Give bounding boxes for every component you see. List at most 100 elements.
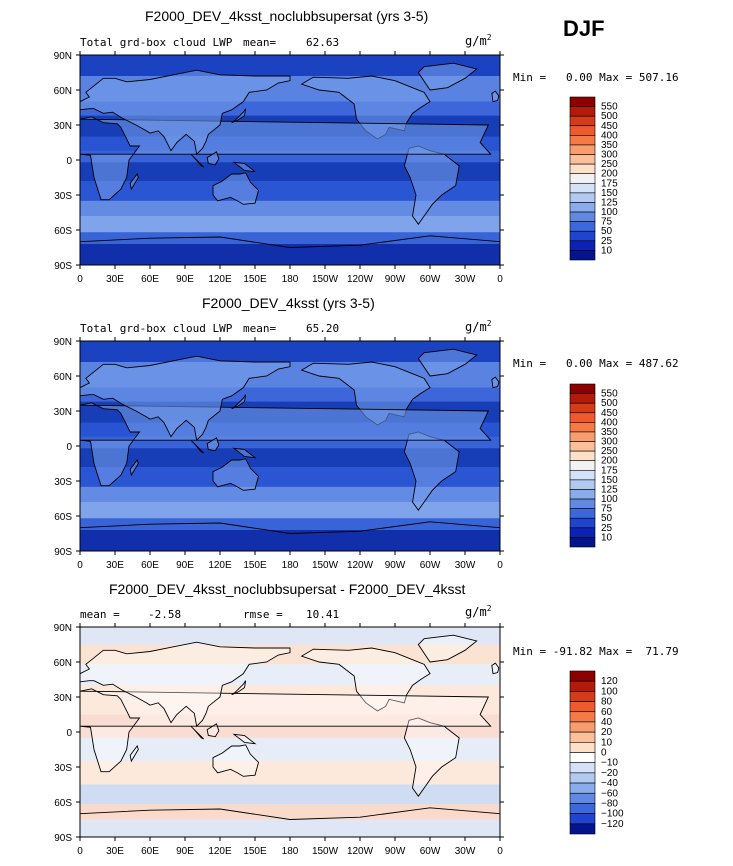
panel3-minmax: Min = -91.82 Max = 71.79 — [513, 645, 679, 658]
panel3-colorbar-label: −120 — [601, 819, 624, 830]
panel1-title: F2000_DEV_4ksst_noclubbsupersat (yrs 3-5… — [145, 8, 429, 24]
panel2-minmax: Min = 0.00 Max = 487.62 — [513, 357, 679, 370]
panel3-colorbar-cell — [569, 711, 596, 723]
panel1-coastline-australia — [212, 172, 260, 205]
panel2-colorbar-cell — [569, 479, 596, 490]
panel3-xtick-label: 150W — [312, 846, 339, 857]
panel2-colorbar-label: 25 — [601, 523, 613, 534]
panel3-colorbar-label: 80 — [601, 697, 613, 708]
panel3-mean-value: -2.58 — [148, 608, 182, 621]
panel3-coastline-new-guinea — [232, 733, 257, 745]
panel2-xtick-label: 120E — [208, 560, 232, 571]
panel3-contour-band — [80, 737, 500, 762]
panel2-colorbar-cell — [569, 527, 596, 538]
panel1-colorbar-label: 10 — [601, 245, 613, 256]
panel3-xtick-label: 180 — [282, 846, 299, 857]
panel1-colorbar-label: 300 — [601, 150, 618, 161]
panel1-colorbar-cell — [569, 211, 596, 222]
panel2-contour-band — [80, 448, 500, 467]
panel2-colorbar-cell — [569, 469, 596, 481]
panel1-colorbar-cell — [569, 240, 596, 251]
panel1-colorbar-cell — [569, 96, 596, 107]
panel3-rmse-label: rmse = — [243, 608, 283, 621]
panel3-contour-band — [80, 804, 500, 820]
panel2-colorbar-label: 550 — [601, 389, 618, 400]
panel3-ytick-label: 90N — [54, 623, 72, 634]
panel2-colorbar-label: 300 — [601, 437, 618, 448]
panel1-colorbar-cell — [569, 202, 596, 213]
panel3-colorbar-cell — [569, 813, 596, 825]
panel1-colorbar-cell — [569, 154, 596, 165]
panel2-xtick-label: 150W — [312, 560, 339, 571]
season-label: DJF — [563, 16, 605, 41]
panel2-colorbar-label: 75 — [601, 504, 613, 515]
panel2-ytick-label: 60S — [54, 512, 72, 523]
panel1-colorbar-cell — [569, 135, 596, 146]
panel1-xtick-label: 120W — [347, 274, 374, 285]
panel2-coastline-new-guinea — [232, 447, 257, 459]
panel1-colorbar-label: 500 — [601, 111, 618, 122]
panel3-xtick-label: 0 — [497, 846, 503, 857]
panel1-colorbar-label: 175 — [601, 178, 618, 189]
panel3-colorbar-label: −40 — [601, 778, 618, 789]
panel3-ytick-label: 30N — [54, 693, 72, 704]
panel2-colorbar-label: 10 — [601, 532, 613, 543]
panel3-colorbar-cell — [569, 792, 596, 804]
panel1-colorbar-cell — [569, 144, 596, 155]
panel2-colorbar-cell — [569, 508, 596, 519]
panel1-colorbar-cell — [569, 115, 596, 127]
panel3-rmse-value: 10.41 — [306, 608, 340, 621]
panel3-xtick-label: 90E — [176, 846, 194, 857]
panel3-coastline-greenland — [417, 634, 478, 663]
panel3-coastline-japan — [231, 680, 247, 696]
panel1-xtick-label: 0 — [497, 274, 503, 285]
panel1-colorbar-cell — [569, 182, 596, 194]
panel1-ytick-label: 90S — [54, 261, 72, 272]
panel2-xtick-label: 90W — [385, 560, 406, 571]
panel1-minmax: Min = 0.00 Max = 507.16 — [513, 71, 679, 84]
panel2-contour-band — [80, 467, 500, 487]
panel2-coastline-japan — [231, 394, 247, 410]
panel2-ytick-label: 60N — [54, 372, 72, 383]
panel1-colorbar-label: 25 — [601, 236, 613, 247]
panel2-units-text: g/m — [465, 320, 487, 334]
panel3-xtick-label: 120W — [347, 846, 374, 857]
panel3-coastline-uk — [491, 662, 500, 675]
panel2-colorbar-label: 500 — [601, 398, 618, 409]
panel3-coastline-australia — [212, 744, 260, 777]
panel2-colorbar-label: 50 — [601, 513, 613, 524]
panel3-colorbar-label: −20 — [601, 768, 618, 779]
panel3-mean-label: mean = — [80, 608, 120, 621]
panel1-xtick-label: 60W — [420, 274, 441, 285]
panel2-colorbar-cell — [569, 402, 596, 414]
panel3-contour-band — [80, 761, 500, 785]
panel3-xtick-label: 90W — [385, 846, 406, 857]
panel1-ytick-label: 30S — [54, 191, 72, 202]
panel3-xtick-label: 60W — [420, 846, 441, 857]
panel1-contour-band — [80, 216, 500, 233]
panel2-xtick-label: 30E — [106, 560, 124, 571]
panel1-contour-band — [80, 244, 500, 265]
panel2-xtick-label: 150E — [243, 560, 267, 571]
panel1-colorbar-cell — [569, 250, 596, 261]
panel2-ytick-label: 0 — [66, 442, 72, 453]
panel1-units-text: g/m — [465, 34, 487, 48]
panel2-coastline-indonesia-borneo — [206, 437, 220, 452]
panel1-xtick-label: 30W — [455, 274, 476, 285]
panel1-xtick-label: 90W — [385, 274, 406, 285]
panel1-xtick-label: 150E — [243, 274, 267, 285]
panel2-colorbar-cell — [569, 412, 596, 423]
panel1-variable-label: Total grd-box cloud LWP — [80, 36, 233, 49]
panel3-ytick-label: 30S — [54, 763, 72, 774]
panel1-colorbar-cell — [569, 221, 596, 232]
panel3-xtick-label: 0 — [77, 846, 83, 857]
panel3-units-text: g/m — [465, 605, 487, 619]
panel1-xtick-label: 60E — [141, 274, 159, 285]
panel2-colorbar-cell — [569, 489, 596, 500]
panel3-colorbar-cell — [569, 803, 596, 814]
panel3-units-sup: 2 — [486, 604, 492, 613]
panel1-colorbar-cell — [569, 106, 596, 117]
panel1-contour-band — [80, 200, 500, 216]
panel1-xtick-label: 0 — [77, 274, 83, 285]
panel2-coastline-sumatra — [190, 439, 204, 454]
